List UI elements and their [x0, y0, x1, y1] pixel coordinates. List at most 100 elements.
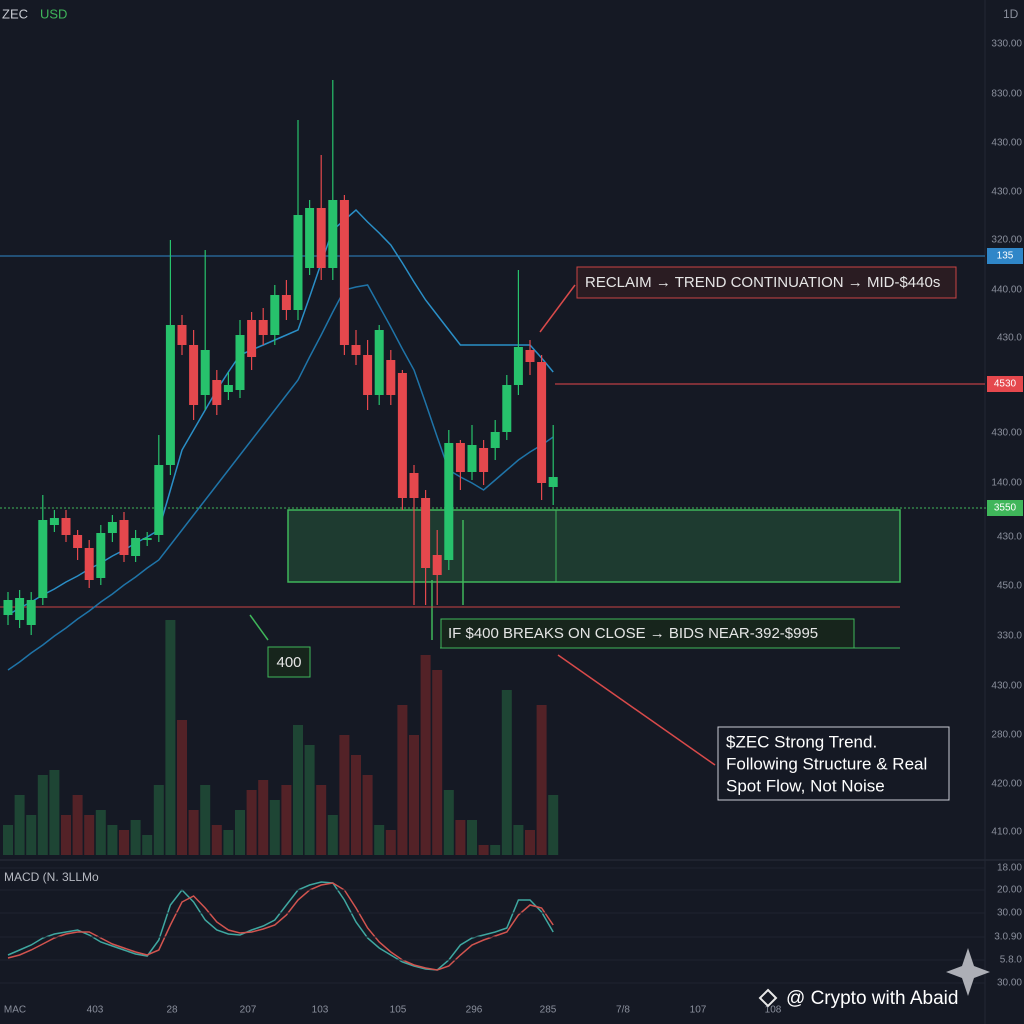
- price-scale-label: 330.0: [997, 631, 1022, 642]
- annotation-box: [267, 646, 311, 678]
- candle-body: [293, 215, 303, 310]
- volume-bar: [26, 815, 37, 855]
- volume-bar: [3, 825, 13, 855]
- candle-body: [131, 538, 141, 556]
- currency: USD: [40, 6, 67, 21]
- price-tag: 135: [997, 251, 1014, 262]
- volume-bar: [119, 830, 129, 855]
- time-label: 103: [312, 1005, 329, 1016]
- candle-body: [281, 295, 291, 310]
- volume-bar: [327, 815, 338, 855]
- volume-bar: [548, 795, 559, 855]
- price-scale-label: 830.00: [991, 89, 1022, 100]
- volume-bar: [258, 780, 269, 855]
- time-label: 207: [240, 1005, 257, 1016]
- candle-body: [49, 518, 59, 525]
- candle-body: [548, 477, 558, 487]
- symbol: ZEC: [2, 6, 28, 21]
- volume-bar: [165, 620, 176, 855]
- volume-bar: [49, 770, 60, 855]
- volume-bar: [455, 820, 466, 855]
- candle-body: [189, 345, 199, 405]
- candle-body: [397, 373, 407, 498]
- volume-bar: [269, 800, 280, 855]
- watermark-icon: [946, 948, 990, 996]
- macd-scale-label: 3.0.90: [994, 932, 1022, 943]
- candle-body: [235, 335, 245, 390]
- price-scale-label: 430.00: [991, 681, 1022, 692]
- candle-body: [467, 445, 477, 472]
- time-label: 403: [87, 1005, 104, 1016]
- candle-body: [84, 548, 94, 580]
- candle-body: [38, 520, 48, 598]
- volume-bar: [397, 705, 408, 855]
- price-scale-label: 330.00: [991, 39, 1022, 50]
- time-label: 28: [166, 1005, 178, 1016]
- volume-bar: [14, 795, 25, 855]
- candle-body: [73, 535, 83, 548]
- watermark: @ Crypto with Abaid: [786, 988, 958, 1009]
- candle-body: [3, 600, 13, 615]
- candle-body: [444, 443, 454, 560]
- volume-bar: [339, 735, 350, 855]
- volume-bar: [37, 775, 48, 855]
- price-scale-label: 440.00: [991, 285, 1022, 296]
- volume-bar: [177, 720, 187, 855]
- price-scale-label: 430.00: [991, 428, 1022, 439]
- volume-bar: [443, 790, 454, 855]
- macd-scale-label: 30.00: [997, 908, 1022, 919]
- interval: 1D: [1003, 7, 1019, 21]
- candle-body: [61, 518, 71, 535]
- volume-bar: [153, 785, 164, 855]
- volume-bar: [281, 785, 292, 855]
- candle-body: [502, 385, 512, 432]
- candle-body: [223, 385, 233, 392]
- volume-bar: [200, 785, 211, 855]
- candle-body: [328, 200, 338, 268]
- candle-body: [15, 598, 25, 620]
- volume-bar: [432, 670, 443, 855]
- volume-bar: [467, 820, 477, 855]
- volume-bar: [293, 725, 303, 855]
- volume-bar: [478, 845, 489, 855]
- candle-body: [479, 448, 489, 472]
- annotation-box: [717, 726, 950, 801]
- price-scale-label: 430.00: [991, 138, 1022, 149]
- candle-body: [525, 350, 535, 362]
- volume-bar: [536, 705, 547, 855]
- volume-bar: [304, 745, 315, 855]
- candle-body: [107, 522, 117, 533]
- time-label: 105: [390, 1005, 407, 1016]
- macd-scale-label: 20.00: [997, 885, 1022, 896]
- candle-body: [513, 347, 523, 385]
- price-tag-box: [987, 376, 1023, 392]
- volume-bar: [95, 810, 106, 855]
- price-scale-label: 450.0: [997, 581, 1022, 592]
- candle-body: [490, 432, 500, 448]
- price-scale-label: 430.00: [991, 187, 1022, 198]
- price-scale-label: 430.0: [997, 532, 1022, 543]
- candle-body: [165, 325, 175, 465]
- volume-bar: [490, 845, 501, 855]
- macd-scale-label: 5.8.0: [1000, 955, 1023, 966]
- candle-body: [351, 345, 361, 355]
- price-tag: 4530: [994, 379, 1017, 390]
- candle-body: [316, 208, 326, 268]
- volume-bar: [72, 795, 83, 855]
- time-label: 7/8: [616, 1005, 630, 1016]
- candle-body: [363, 355, 373, 395]
- price-scale-label: 140.00: [991, 478, 1022, 489]
- volume-bar: [84, 815, 95, 855]
- price-scale-label: 420.00: [991, 779, 1022, 790]
- volume-bar: [107, 825, 118, 855]
- candle-body: [200, 350, 210, 395]
- volume-bar: [409, 735, 419, 855]
- candle-body: [96, 533, 106, 578]
- candle-body: [409, 473, 419, 498]
- candle-body: [386, 360, 396, 395]
- candle-body: [26, 600, 36, 625]
- candle-body: [142, 538, 152, 540]
- candle-body: [455, 443, 465, 472]
- volume-bar: [513, 825, 524, 855]
